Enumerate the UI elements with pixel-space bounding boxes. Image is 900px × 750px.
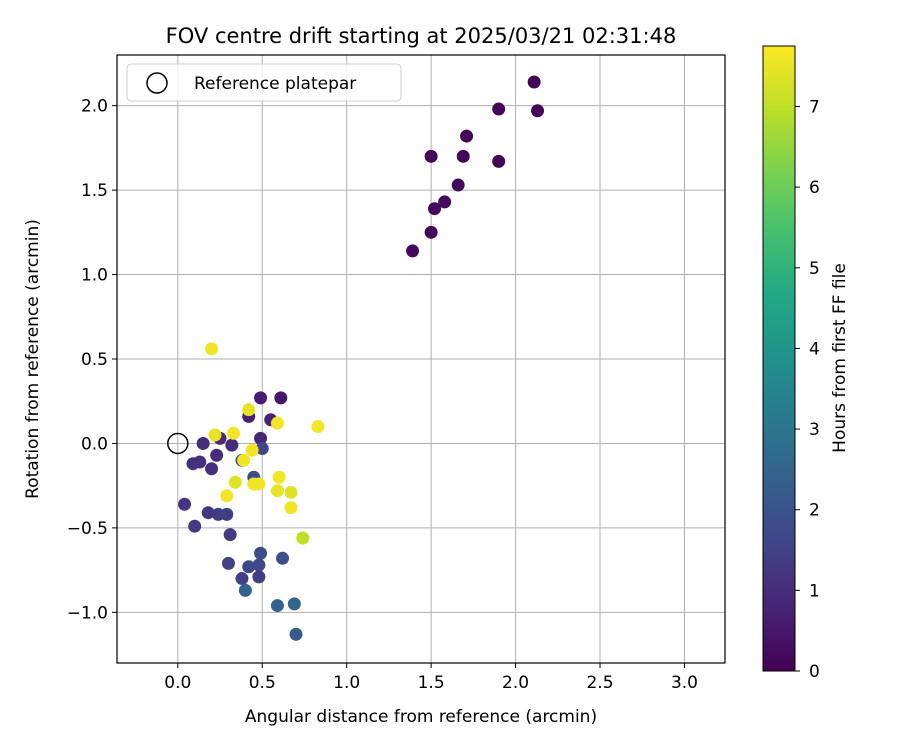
- colorbar-label: Hours from first FF file: [830, 263, 850, 453]
- grid-lines: [117, 55, 725, 663]
- scatter-point: [311, 420, 325, 434]
- y-tick-label: 2.0: [81, 97, 108, 117]
- scatter-point: [296, 531, 310, 545]
- scatter-point: [186, 457, 200, 471]
- reference-platepar-marker: [167, 432, 189, 455]
- scatter-point: [221, 556, 235, 570]
- colorbar-gradient: [762, 45, 796, 672]
- scatter-point: [220, 489, 234, 503]
- scatter-point: [531, 104, 545, 118]
- scatter-point: [205, 462, 219, 476]
- colorbar-tick-label: 6: [809, 178, 820, 198]
- scatter-point: [460, 129, 474, 143]
- scatter-point: [237, 453, 251, 467]
- scatter-point: [188, 519, 202, 533]
- scatter-point: [406, 244, 420, 258]
- scatter-point: [456, 149, 470, 163]
- legend-box: [126, 63, 402, 102]
- y-tick-label: 1.5: [81, 181, 108, 201]
- x-tick-label: 2.5: [586, 673, 613, 693]
- x-axis-ticks: 0.0 0.5 1.0 1.5 2.0 2.5 3.0: [164, 663, 698, 693]
- colorbar-tick-label: 2: [809, 501, 820, 521]
- scatter-point: [223, 528, 237, 542]
- scatter-point: [284, 485, 298, 499]
- scatter-point: [270, 416, 284, 430]
- colorbar-tick-label: 0: [809, 662, 820, 682]
- scatter-point: [424, 225, 438, 239]
- colorbar-tick-label: 4: [809, 339, 820, 359]
- scatter-point: [227, 426, 241, 440]
- legend: Reference platepar: [126, 63, 402, 102]
- scatter-point: [245, 443, 259, 457]
- scatter-point: [235, 572, 249, 586]
- scatter-point: [238, 583, 252, 597]
- scatter-points: [178, 75, 545, 641]
- y-tick-label: −0.5: [67, 519, 108, 539]
- scatter-point: [492, 154, 506, 168]
- y-tick-label: 1.0: [81, 266, 108, 286]
- scatter-point: [270, 484, 284, 498]
- colorbar-tick-label: 1: [809, 581, 820, 601]
- colorbar-tick-label: 3: [809, 420, 820, 440]
- scatter-point: [438, 195, 452, 209]
- scatter-point: [252, 558, 266, 572]
- scatter-point: [492, 102, 506, 116]
- scatter-point: [252, 570, 266, 584]
- scatter-point: [424, 149, 438, 163]
- colorbar-ticks: 0 1 2 3 4 5 6 7: [795, 97, 820, 682]
- scatter-point: [242, 560, 256, 574]
- y-tick-label: 0.0: [81, 434, 108, 454]
- scatter-point: [228, 475, 242, 489]
- scatter-point: [274, 391, 288, 405]
- scatter-point: [225, 438, 239, 452]
- scatter-point: [527, 75, 541, 89]
- colorbar: 0 1 2 3 4 5 6 7 Hours from first FF file: [762, 45, 850, 682]
- scatter-point: [255, 442, 269, 456]
- scatter-point: [451, 178, 465, 192]
- scatter-point: [254, 431, 268, 445]
- scatter-point: [196, 436, 210, 450]
- x-tick-label: 1.5: [418, 673, 445, 693]
- colorbar-tick-label: 5: [809, 259, 820, 279]
- y-tick-label: −1.0: [67, 603, 108, 623]
- y-axis-ticks: −1.0 −0.5 0.0 0.5 1.0 1.5 2.0: [67, 97, 117, 623]
- x-tick-label: 1.0: [333, 673, 360, 693]
- scatter-point: [208, 428, 222, 442]
- x-tick-label: 0.5: [249, 673, 276, 693]
- scatter-point: [287, 597, 301, 611]
- legend-marker: [146, 72, 168, 94]
- scatter-point: [210, 448, 224, 462]
- scatter-point: [270, 599, 284, 613]
- scatter-point: [289, 627, 303, 641]
- y-tick-label: 0.5: [81, 350, 108, 370]
- legend-label: Reference platepar: [194, 74, 356, 94]
- y-axis-label: Rotation from reference (arcmin): [23, 219, 43, 499]
- scatter-point: [276, 551, 290, 565]
- scatter-point: [254, 391, 268, 405]
- scatter-point: [428, 202, 442, 216]
- scatter-point: [205, 342, 219, 356]
- scatter-point: [178, 497, 192, 511]
- scatter-point: [252, 477, 266, 491]
- scatter-point: [254, 546, 268, 560]
- scatter-point: [272, 470, 286, 484]
- scatter-point: [284, 501, 298, 515]
- chart-title: FOV centre drift starting at 2025/03/21 …: [166, 24, 677, 48]
- x-axis-label: Angular distance from reference (arcmin): [245, 707, 597, 727]
- colorbar-tick-label: 7: [809, 97, 820, 117]
- scatter-point: [242, 403, 256, 417]
- x-tick-label: 0.0: [164, 673, 191, 693]
- x-tick-label: 2.0: [502, 673, 529, 693]
- x-tick-label: 3.0: [671, 673, 698, 693]
- scatter-point: [220, 507, 234, 521]
- scatter-point: [201, 506, 215, 520]
